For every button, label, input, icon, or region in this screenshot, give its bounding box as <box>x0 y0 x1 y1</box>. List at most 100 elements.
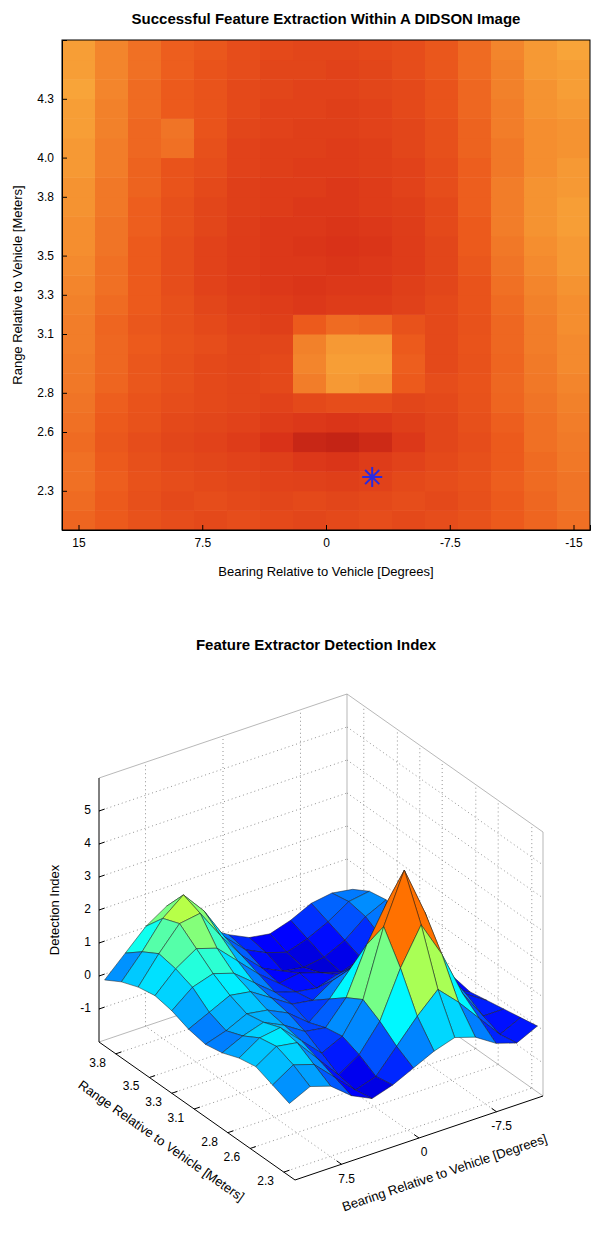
heat-cell <box>62 373 96 393</box>
heat-cell <box>128 256 162 276</box>
heat-cell <box>95 60 129 80</box>
heat-cell <box>62 60 96 80</box>
heat-cell <box>458 373 492 393</box>
y-axis-title: Range Relative to Vehicle [Meters] <box>10 185 25 384</box>
tick-mark <box>62 158 67 159</box>
heat-cell <box>95 354 129 374</box>
tick: 3.3 <box>37 288 67 302</box>
heat-cell <box>260 334 294 354</box>
heat-cell <box>425 393 459 413</box>
heat-cell <box>227 216 261 236</box>
grid-line <box>99 760 347 844</box>
chart-title: Successful Feature Extraction Within A D… <box>132 10 521 27</box>
heat-cell <box>161 295 195 315</box>
heat-cell <box>260 275 294 295</box>
heat-cell <box>326 60 360 80</box>
heat-cell <box>326 393 360 413</box>
heat-cell <box>95 40 129 60</box>
heat-cell <box>194 118 228 138</box>
heat-cell <box>425 432 459 452</box>
tick-label: 15 <box>72 536 86 550</box>
tick-mark <box>450 525 451 530</box>
heat-cell <box>359 334 393 354</box>
heat-cell <box>557 79 590 99</box>
heat-cell <box>359 412 393 432</box>
tick: 3.5 <box>37 249 67 263</box>
tick-label: 2.8 <box>37 386 54 400</box>
heat-cell <box>425 99 459 119</box>
heat-cell <box>326 452 360 472</box>
grid <box>99 706 543 1172</box>
heat-cell <box>524 295 558 315</box>
heat-cell <box>491 236 525 256</box>
heat-cell <box>227 491 261 511</box>
tick-mark <box>574 525 575 530</box>
heat-cell <box>227 138 261 158</box>
heat-cell <box>557 510 590 530</box>
heat-cell <box>128 138 162 158</box>
heat-cell <box>227 118 261 138</box>
box-edges <box>99 694 543 1096</box>
chart-title: Feature Extractor Detection Index <box>196 636 437 653</box>
heat-cell <box>491 158 525 178</box>
heat-cell <box>557 491 590 511</box>
heat-cell <box>458 118 492 138</box>
heat-cell <box>260 118 294 138</box>
heat-cell <box>194 510 228 530</box>
surface <box>105 870 538 1103</box>
tick-label: 2.3 <box>37 484 54 498</box>
axis-line <box>63 41 68 531</box>
heat-cell <box>293 471 327 491</box>
heat-cell <box>491 138 525 158</box>
heat-cell <box>293 60 327 80</box>
heat-cell <box>260 452 294 472</box>
heat-cell <box>293 491 327 511</box>
heat-cell <box>326 412 360 432</box>
heat-cell <box>194 79 228 99</box>
heat-cell <box>425 40 459 60</box>
heat-cell <box>491 373 525 393</box>
heat-cell <box>524 118 558 138</box>
heat-cell <box>227 236 261 256</box>
heat-cell <box>557 471 590 491</box>
heat-cell <box>194 295 228 315</box>
tick-mark <box>62 393 67 394</box>
heat-cell <box>161 412 195 432</box>
heat-cell <box>425 60 459 80</box>
heat-cell <box>293 452 327 472</box>
heat-cell <box>128 334 162 354</box>
heat-cell <box>491 197 525 217</box>
heat-cell <box>293 373 327 393</box>
heat-cell <box>458 177 492 197</box>
heat-cell <box>392 373 426 393</box>
heat-cell <box>95 99 129 119</box>
tick-label: 7.5 <box>338 1172 355 1186</box>
heat-cell <box>128 295 162 315</box>
heat-cell <box>491 216 525 236</box>
heat-cell <box>62 118 96 138</box>
heat-cell <box>359 216 393 236</box>
heat-cell <box>128 118 162 138</box>
heat-cell <box>194 138 228 158</box>
heat-cell <box>128 216 162 236</box>
heat-cell <box>458 314 492 334</box>
heat-cell <box>260 79 294 99</box>
heat-cell <box>194 354 228 374</box>
heat-cell <box>425 491 459 511</box>
heat-cell <box>359 158 393 178</box>
grid-line <box>99 727 347 811</box>
tick-label: 4 <box>84 836 91 850</box>
heat-cell <box>326 354 360 374</box>
heat-cell <box>161 236 195 256</box>
heat-cell <box>491 177 525 197</box>
tick-label: 3.5 <box>37 249 54 263</box>
heat-cell <box>227 256 261 276</box>
x-axis-title: Bearing Relative to Vehicle [Degrees] <box>218 564 433 579</box>
tick-label: 0 <box>84 968 91 982</box>
heat-cell <box>260 256 294 276</box>
heat-cell <box>524 40 558 60</box>
heat-cell <box>392 216 426 236</box>
heat-cell <box>557 177 590 197</box>
heat-cell <box>491 354 525 374</box>
tick-mark <box>62 99 67 100</box>
